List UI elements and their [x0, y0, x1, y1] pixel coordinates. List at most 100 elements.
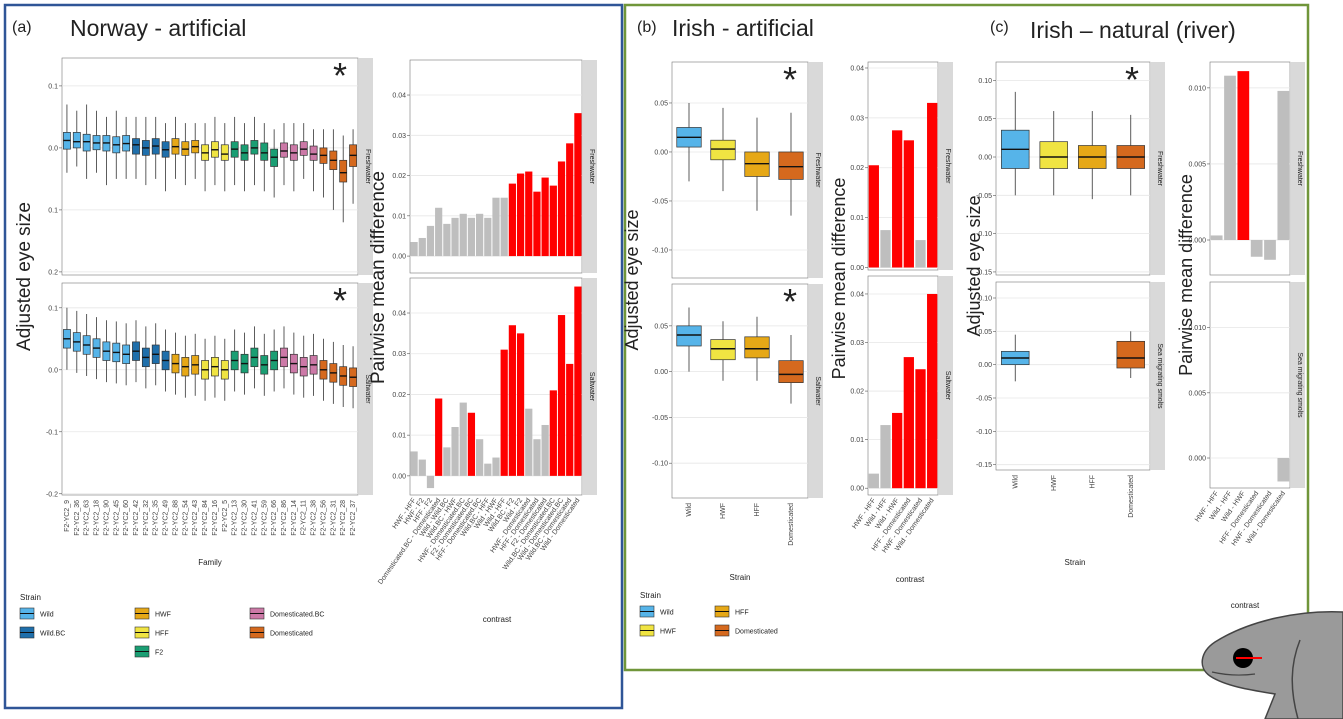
x-tick-label: F2-YC2_5 — [222, 500, 229, 532]
bar — [418, 237, 426, 257]
bar — [892, 412, 903, 489]
bar — [476, 439, 484, 476]
bar — [1237, 71, 1250, 241]
y-tick-label: 0.01 — [850, 437, 864, 444]
y-tick-label: 0.05 — [654, 100, 668, 107]
strip — [939, 276, 953, 495]
legend-label: HFF — [735, 610, 749, 617]
y-tick-label: 0.03 — [850, 340, 864, 347]
y-tick-label: -0.15 — [976, 269, 992, 276]
panel-border — [3, 3, 624, 710]
y-tick-label: 0.2 — [48, 269, 58, 276]
box — [710, 139, 736, 161]
bar — [574, 286, 582, 476]
y-tick-label: 0.01 — [850, 215, 864, 222]
box — [309, 145, 318, 161]
x-tick-label: F2-YC2_66 — [271, 500, 278, 536]
legend-label: HWF — [155, 612, 171, 619]
bar — [574, 113, 582, 257]
y-tick-label: 0.00 — [978, 155, 992, 162]
strip-label: Freshwater — [814, 152, 821, 188]
bar — [508, 183, 516, 257]
bar — [541, 177, 549, 257]
y-tick-label: 0.00 — [392, 254, 406, 261]
strip — [939, 62, 953, 270]
x-tick-label: F2-YC2_49 — [163, 500, 170, 536]
y-tick-label: 0.05 — [654, 323, 668, 330]
y-tick-label: 0.1 — [48, 83, 58, 90]
strip-label: Freshwater — [364, 149, 371, 185]
plot-background — [867, 275, 939, 496]
y-tick-label: 0.000 — [1188, 456, 1206, 463]
bar — [557, 161, 566, 257]
y-tick-label: 0.00 — [978, 362, 992, 369]
x-tick-label: F2-YC2_9 — [64, 500, 71, 532]
bar — [410, 241, 418, 257]
bar — [903, 140, 914, 268]
bar — [500, 349, 508, 476]
strip — [1151, 282, 1165, 470]
plot-background — [867, 61, 939, 271]
y-tick-label: 0.1 — [48, 207, 58, 214]
strip-label: Freshwater — [944, 148, 951, 184]
bar — [1224, 75, 1236, 241]
y-tick-label: 0.0 — [48, 367, 58, 374]
y-tick-label: 0.05 — [978, 329, 992, 336]
x-tick-label: F2-YC2_84 — [202, 500, 209, 536]
y-tick-label: -0.10 — [976, 429, 992, 436]
panel-title: Irish - artificial — [672, 15, 814, 41]
strip — [809, 62, 823, 278]
bar — [1264, 240, 1276, 260]
y-tick-label: -0.1 — [46, 429, 58, 436]
strip-label: Freshwater — [1296, 151, 1303, 187]
strip — [1291, 282, 1305, 488]
x-tick-label: F2-YC2_41 — [251, 500, 258, 536]
strip — [809, 284, 823, 498]
y-tick-label: 0.02 — [850, 165, 864, 172]
box — [676, 325, 702, 347]
strip — [359, 283, 373, 495]
box — [778, 360, 804, 383]
box — [1039, 141, 1068, 169]
bar — [566, 363, 574, 476]
y-tick-label: -0.10 — [652, 247, 668, 254]
x-tick-label: F2-YC2_86 — [281, 500, 288, 536]
bar — [443, 223, 451, 257]
y-tick-label: 0.00 — [654, 149, 668, 156]
x-tick-label: F2-YC2_45 — [113, 500, 120, 536]
strip-label: Saltwater — [814, 376, 821, 406]
y-axis-label: Pairwise mean difference — [829, 178, 849, 380]
y-tick-label: 0.10 — [978, 78, 992, 85]
x-tick-label: F2-YC2_14 — [291, 500, 298, 536]
legend-label: HWF — [660, 629, 676, 636]
bar — [508, 325, 516, 476]
y-tick-label: -0.05 — [652, 415, 668, 422]
x-tick-label: HWF — [1051, 475, 1058, 491]
y-tick-label: -0.05 — [976, 396, 992, 403]
x-tick-label: F2-YC2_43 — [192, 500, 199, 536]
y-tick-label: 0.01 — [392, 213, 406, 220]
bar — [549, 390, 557, 476]
bar — [915, 369, 926, 489]
bar — [492, 457, 500, 476]
y-tick-label: -0.2 — [46, 491, 58, 498]
legend-label: HFF — [155, 631, 169, 638]
bar — [426, 225, 435, 257]
box — [132, 138, 140, 155]
significance-marker: * — [783, 59, 797, 100]
y-tick-label: 0.1 — [48, 305, 58, 312]
bar — [880, 425, 891, 489]
strip — [359, 58, 373, 275]
x-tick-label: HFF — [1089, 475, 1096, 489]
bar — [525, 171, 533, 257]
bar — [1210, 235, 1223, 241]
bar — [1277, 458, 1290, 482]
x-axis-label: contrast — [483, 615, 512, 624]
significance-marker: * — [333, 55, 347, 96]
y-tick-label: -0.15 — [976, 462, 992, 469]
x-tick-label: F2-YC2_63 — [84, 500, 91, 536]
legend-title: Strain — [20, 593, 41, 602]
bar — [451, 427, 459, 476]
bar — [915, 240, 926, 268]
x-tick-label: F2-YC2_90 — [103, 500, 110, 536]
